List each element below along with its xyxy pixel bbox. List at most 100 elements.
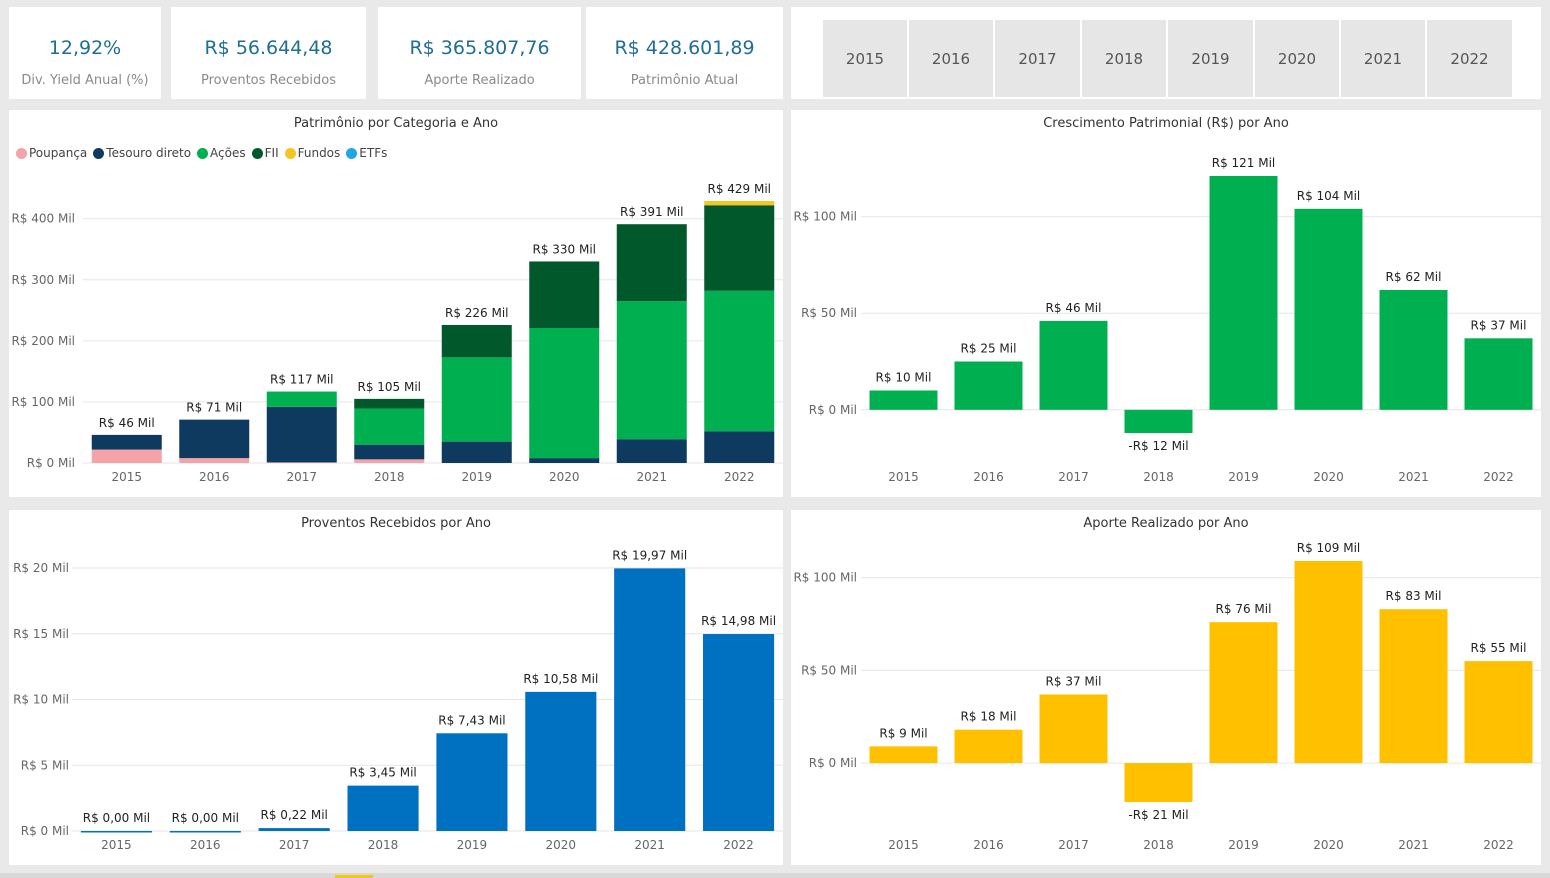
data-label: R$ 71 Mil <box>186 401 242 415</box>
data-label: R$ 37 Mil <box>1046 674 1102 688</box>
y-tick-label: R$ 400 Mil <box>11 212 75 226</box>
active-page-tab[interactable] <box>335 875 373 878</box>
data-label: R$ 0,00 Mil <box>83 811 150 825</box>
bar <box>1464 661 1533 764</box>
data-label: R$ 105 Mil <box>357 380 421 394</box>
chart-proventos-recebidos[interactable]: Proventos Recebidos por Ano R$ 0 Mil R$ 5… <box>9 510 783 865</box>
y-tick-label: R$ 0 Mil <box>809 403 857 417</box>
data-label: R$ 76 Mil <box>1216 602 1272 616</box>
x-tick-label: 2017 <box>279 838 310 852</box>
x-tick-label: 2017 <box>1058 838 1089 852</box>
data-label: -R$ 21 Mil <box>1128 808 1188 822</box>
year-slicer: 2015 2016 2017 2018 2019 2020 2021 2022 <box>791 7 1541 99</box>
bar-segment <box>354 444 425 460</box>
bar <box>1294 208 1363 410</box>
year-slicer-2022[interactable]: 2022 <box>1427 20 1512 97</box>
year-slicer-2019[interactable]: 2019 <box>1168 20 1253 97</box>
kpi-card-aporte[interactable]: R$ 365.807,76 Aporte Realizado <box>378 7 581 99</box>
legend-item-tesouro[interactable]: Tesouro direto <box>93 146 191 160</box>
legend-item-poupanca[interactable]: Poupança <box>16 146 87 160</box>
legend-dot <box>346 147 358 159</box>
data-label: R$ 14,98 Mil <box>701 614 776 628</box>
year-slicer-2018[interactable]: 2018 <box>1082 20 1166 97</box>
x-tick-label: 2019 <box>461 470 492 484</box>
bar-segment <box>704 431 775 463</box>
bar <box>436 733 508 831</box>
chart-patrimonio-categoria[interactable]: Patrimônio por Categoria e Ano Poupança … <box>9 110 783 497</box>
year-slicer-2016[interactable]: 2016 <box>909 20 993 97</box>
y-tick-label: R$ 0 Mil <box>809 756 857 770</box>
kpi-card-patrimonio[interactable]: R$ 428.601,89 Patrimônio Atual <box>586 7 783 99</box>
data-label: R$ 330 Mil <box>532 242 596 256</box>
x-tick-label: 2022 <box>723 838 754 852</box>
x-tick-label: 2017 <box>286 470 317 484</box>
x-tick-label: 2015 <box>101 838 132 852</box>
x-tick-label: 2022 <box>1483 470 1514 484</box>
x-tick-label: 2021 <box>1398 470 1429 484</box>
kpi-card-dividend-yield[interactable]: 12,92% Div. Yield Anual (%) <box>9 7 161 99</box>
data-label: R$ 117 Mil <box>270 373 334 387</box>
bar-segment <box>616 301 687 440</box>
legend-item-fii[interactable]: FII <box>251 146 279 160</box>
bar <box>1464 338 1533 410</box>
x-tick-label: 2019 <box>457 838 488 852</box>
bar-segment <box>441 324 512 358</box>
bar <box>1124 763 1193 802</box>
bar <box>614 568 686 831</box>
y-tick-label: R$ 50 Mil <box>801 306 857 320</box>
legend-label: Tesouro direto <box>106 146 192 160</box>
bar-segment <box>441 441 512 463</box>
bar <box>80 831 152 833</box>
data-label: R$ 121 Mil <box>1212 156 1276 170</box>
x-tick-label: 2016 <box>973 838 1004 852</box>
data-label: R$ 9 Mil <box>879 726 927 740</box>
data-label: R$ 19,97 Mil <box>612 548 687 562</box>
kpi-value: R$ 365.807,76 <box>409 37 550 59</box>
data-label: R$ 3,45 Mil <box>349 766 416 780</box>
chart-svg: R$ 0 Mil R$ 50 Mil R$ 100 Mil R$ 9 Mil 2015 R… <box>793 541 1541 852</box>
bar <box>1294 561 1363 764</box>
chart-title: Proventos Recebidos por Ano <box>301 516 491 531</box>
x-tick-label: 2019 <box>1228 470 1259 484</box>
year-slicer-2017[interactable]: 2017 <box>995 20 1080 97</box>
bar <box>258 828 330 831</box>
y-tick-label: R$ 0 Mil <box>27 456 75 470</box>
x-tick-label: 2016 <box>190 838 221 852</box>
y-tick-label: R$ 200 Mil <box>11 334 75 348</box>
legend-dot <box>284 147 296 159</box>
year-slicer-2021[interactable]: 2021 <box>1341 20 1425 97</box>
kpi-card-proventos[interactable]: R$ 56.644,48 Proventos Recebidos <box>171 7 366 99</box>
kpi-value: R$ 56.644,48 <box>204 37 333 59</box>
legend-dot <box>197 147 209 159</box>
y-tick-label: R$ 20 Mil <box>13 561 69 575</box>
legend-label: Poupança <box>29 146 88 160</box>
legend-item-etfs[interactable]: ETFs <box>346 146 387 160</box>
x-tick-label: 2015 <box>111 470 142 484</box>
kpi-label: Div. Yield Anual (%) <box>21 73 149 88</box>
year-slicer-2020[interactable]: 2020 <box>1255 20 1339 97</box>
legend-item-acoes[interactable]: Ações <box>197 146 246 160</box>
x-tick-label: 2021 <box>636 470 667 484</box>
x-tick-label: 2015 <box>888 838 919 852</box>
data-label: R$ 109 Mil <box>1297 541 1361 555</box>
bar <box>169 831 241 833</box>
bar <box>954 361 1023 410</box>
data-label: R$ 10 Mil <box>876 370 932 384</box>
data-label: R$ 46 Mil <box>99 416 155 430</box>
kpi-value: 12,92% <box>48 37 122 59</box>
bar-segment <box>529 261 600 329</box>
bar <box>1039 320 1108 410</box>
x-tick-label: 2021 <box>634 838 665 852</box>
chart-title: Crescimento Patrimonial (R$) por Ano <box>1043 116 1289 131</box>
legend-item-fundos[interactable]: Fundos <box>284 146 340 160</box>
chart-aporte-realizado[interactable]: Aporte Realizado por Ano R$ 0 Mil R$ 50 M… <box>791 510 1541 865</box>
data-label: R$ 0,22 Mil <box>261 808 328 822</box>
page-tabs-strip <box>0 873 1550 878</box>
kpi-label: Proventos Recebidos <box>201 73 336 88</box>
data-label: R$ 25 Mil <box>961 342 1017 356</box>
bar-segment <box>179 458 250 463</box>
chart-title: Aporte Realizado por Ano <box>1083 516 1249 531</box>
year-slicer-2015[interactable]: 2015 <box>823 20 907 97</box>
x-tick-label: 2018 <box>1143 470 1174 484</box>
chart-crescimento-patrimonial[interactable]: Crescimento Patrimonial (R$) por Ano R$ … <box>791 110 1541 497</box>
